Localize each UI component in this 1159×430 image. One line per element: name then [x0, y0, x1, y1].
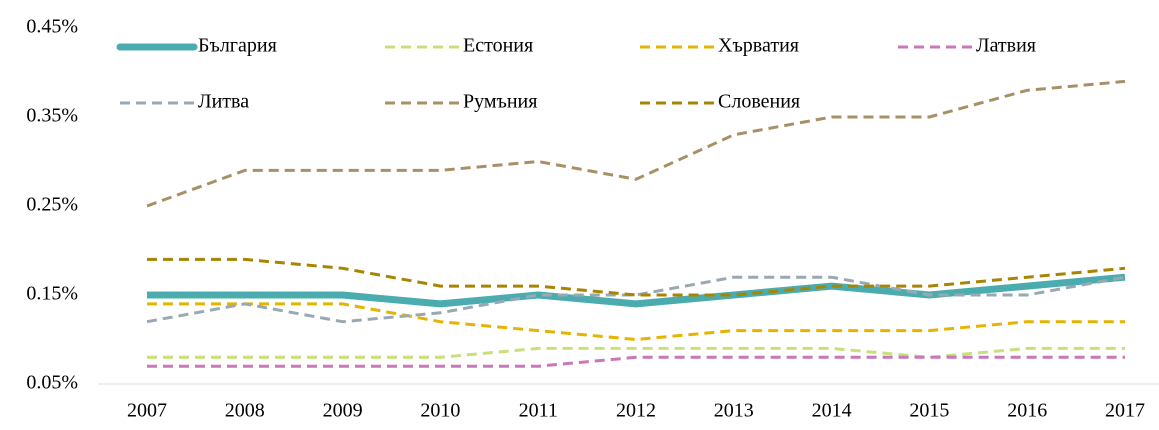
- series-line: [146, 275, 1126, 324]
- y-tick-label: 0.05%: [26, 372, 78, 394]
- series-line: [147, 273, 1126, 308]
- series-line: [146, 79, 1126, 208]
- legend-label: Литва: [198, 91, 249, 113]
- legend-label: България: [198, 35, 277, 57]
- y-tick-label: 0.35%: [26, 105, 78, 127]
- legend-label: Словения: [718, 91, 800, 113]
- x-tick-label: 2013: [714, 400, 754, 422]
- y-tick-label: 0.25%: [26, 194, 78, 216]
- x-tick-label: 2014: [812, 400, 852, 422]
- series-line: [147, 346, 1125, 359]
- series-line: [147, 257, 1126, 297]
- y-tick-label: 0.45%: [26, 16, 78, 38]
- series-line: [147, 355, 1125, 368]
- x-tick-label: 2017: [1105, 400, 1145, 422]
- x-tick-label: 2012: [616, 400, 656, 422]
- x-tick-label: 2015: [909, 400, 949, 422]
- x-tick-label: 2009: [323, 400, 363, 422]
- legend-label: Румъния: [463, 91, 537, 113]
- x-tick-label: 2011: [519, 400, 558, 422]
- x-tick-label: 2016: [1007, 400, 1047, 422]
- legend-label: Хърватия: [718, 35, 799, 57]
- x-tick-label: 2010: [420, 400, 460, 422]
- y-tick-label: 0.15%: [26, 283, 78, 305]
- legend-label: Естония: [463, 35, 533, 57]
- legend-label: Латвия: [976, 35, 1036, 57]
- x-tick-label: 2007: [127, 400, 167, 422]
- series-line: [147, 302, 1125, 341]
- x-tick-label: 2008: [225, 400, 265, 422]
